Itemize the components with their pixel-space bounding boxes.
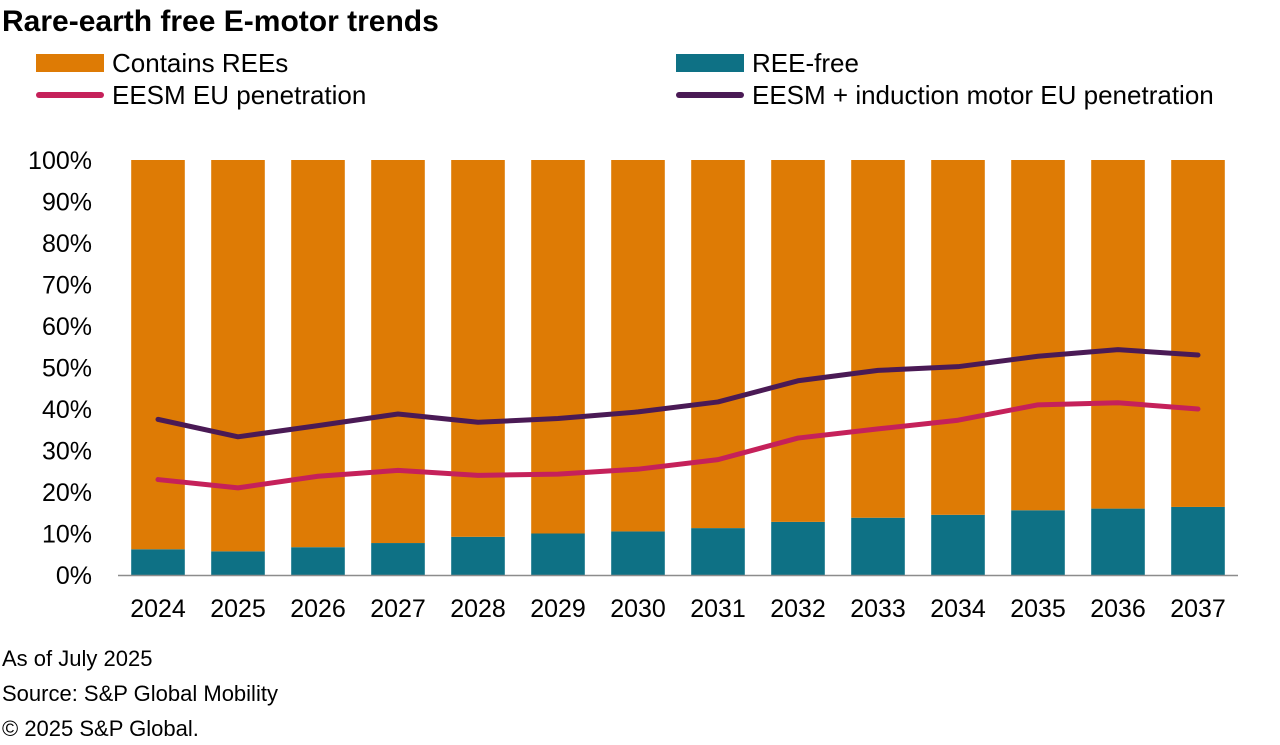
y-tick-label-80: 80% [42, 230, 92, 258]
legend-item-contains-rees: Contains REEs [36, 48, 288, 78]
bar-ree-free-2025 [211, 551, 265, 575]
bar-contains-rees-2032 [771, 160, 825, 522]
bar-ree-free-2031 [691, 528, 745, 575]
line-eesm-eu-penetration [155, 400, 1201, 491]
footnote-as-of: As of July 2025 [2, 646, 153, 671]
bar-contains-rees-2029 [531, 160, 585, 534]
bar-contains-rees-2033 [851, 160, 905, 518]
bar-ree-free-2026 [291, 547, 345, 575]
x-tick-label-2029: 2029 [530, 595, 586, 623]
bar-contains-rees-2024 [131, 160, 185, 550]
y-tick-label-0: 0% [56, 562, 92, 590]
legend-swatch-eesm [36, 92, 104, 98]
y-tick-label-70: 70% [42, 272, 92, 300]
bar-contains-rees-2034 [931, 160, 985, 515]
x-tick-label-2032: 2032 [770, 595, 826, 623]
y-tick-label-20: 20% [42, 479, 92, 507]
legend-label-contains-rees: Contains REEs [112, 48, 289, 78]
bar-contains-rees-2028 [451, 160, 505, 537]
bar-ree-free-2030 [611, 531, 665, 575]
bar-contains-rees-2031 [691, 160, 745, 529]
x-tick-label-2027: 2027 [370, 595, 426, 623]
x-tick-label-2031: 2031 [690, 595, 746, 623]
y-tick-label-90: 90% [42, 189, 92, 217]
y-tick-label-40: 40% [42, 396, 92, 424]
bar-ree-free-2037 [1171, 506, 1225, 575]
y-tick-label-100: 100% [28, 147, 92, 175]
x-tick-label-2036: 2036 [1090, 595, 1146, 623]
bar-contains-rees-2026 [291, 160, 345, 548]
legend-item-ree-free: REE-free [676, 48, 859, 78]
y-tick-label-30: 30% [42, 438, 92, 466]
bar-ree-free-2034 [931, 514, 985, 575]
bar-contains-rees-2025 [211, 160, 265, 552]
chart-plot-area: 0% 10% 20% 30% 40% 50% 60% 70% 80% 90% 100% 2024 202… [28, 147, 1238, 623]
chart-title: Rare-earth free E-motor trends [2, 5, 439, 38]
legend-item-eesm: EESM EU penetration [36, 80, 366, 110]
bar-ree-free-2033 [851, 517, 905, 575]
x-tick-label-2034: 2034 [930, 595, 986, 623]
bar-ree-free-2024 [131, 549, 185, 575]
legend-swatch-ree-free [676, 54, 744, 72]
y-tick-label-10: 10% [42, 521, 92, 549]
bar-contains-rees-2037 [1171, 160, 1225, 507]
bar-ree-free-2036 [1091, 508, 1145, 575]
x-tick-label-2025: 2025 [210, 595, 266, 623]
legend-item-eesm-induction: EESM + induction motor EU penetration [676, 80, 1214, 110]
bar-contains-rees-2027 [371, 160, 425, 544]
y-tick-label-60: 60% [42, 313, 92, 341]
x-tick-label-2033: 2033 [850, 595, 906, 623]
legend-label-ree-free: REE-free [752, 48, 859, 78]
bar-contains-rees-2036 [1091, 160, 1145, 509]
x-tick-label-2026: 2026 [290, 595, 346, 623]
line-eesm-plus-induction-motor-eu-penetration [155, 347, 1201, 440]
bar-contains-rees-2030 [611, 160, 665, 532]
legend-label-eesm: EESM EU penetration [112, 80, 367, 110]
x-tick-label-2030: 2030 [610, 595, 666, 623]
footnote-source: Source: S&P Global Mobility [2, 681, 278, 706]
x-tick-label-2024: 2024 [130, 595, 186, 623]
x-tick-label-2037: 2037 [1170, 595, 1226, 623]
bar-contains-rees-2035 [1011, 160, 1065, 511]
footnote-copyright: © 2025 S&P Global. [2, 716, 199, 741]
bar-ree-free-2027 [371, 543, 425, 575]
bar-ree-free-2035 [1011, 510, 1065, 575]
legend-swatch-contains-rees [36, 54, 104, 72]
y-tick-label-50: 50% [42, 355, 92, 383]
bar-ree-free-2029 [531, 533, 585, 575]
x-tick-label-2035: 2035 [1010, 595, 1066, 623]
legend-label-eesm-induction: EESM + induction motor EU penetration [752, 80, 1214, 110]
bar-ree-free-2032 [771, 521, 825, 575]
bar-ree-free-2028 [451, 536, 505, 575]
legend-swatch-eesm-induction [676, 92, 744, 98]
x-tick-label-2028: 2028 [450, 595, 506, 623]
